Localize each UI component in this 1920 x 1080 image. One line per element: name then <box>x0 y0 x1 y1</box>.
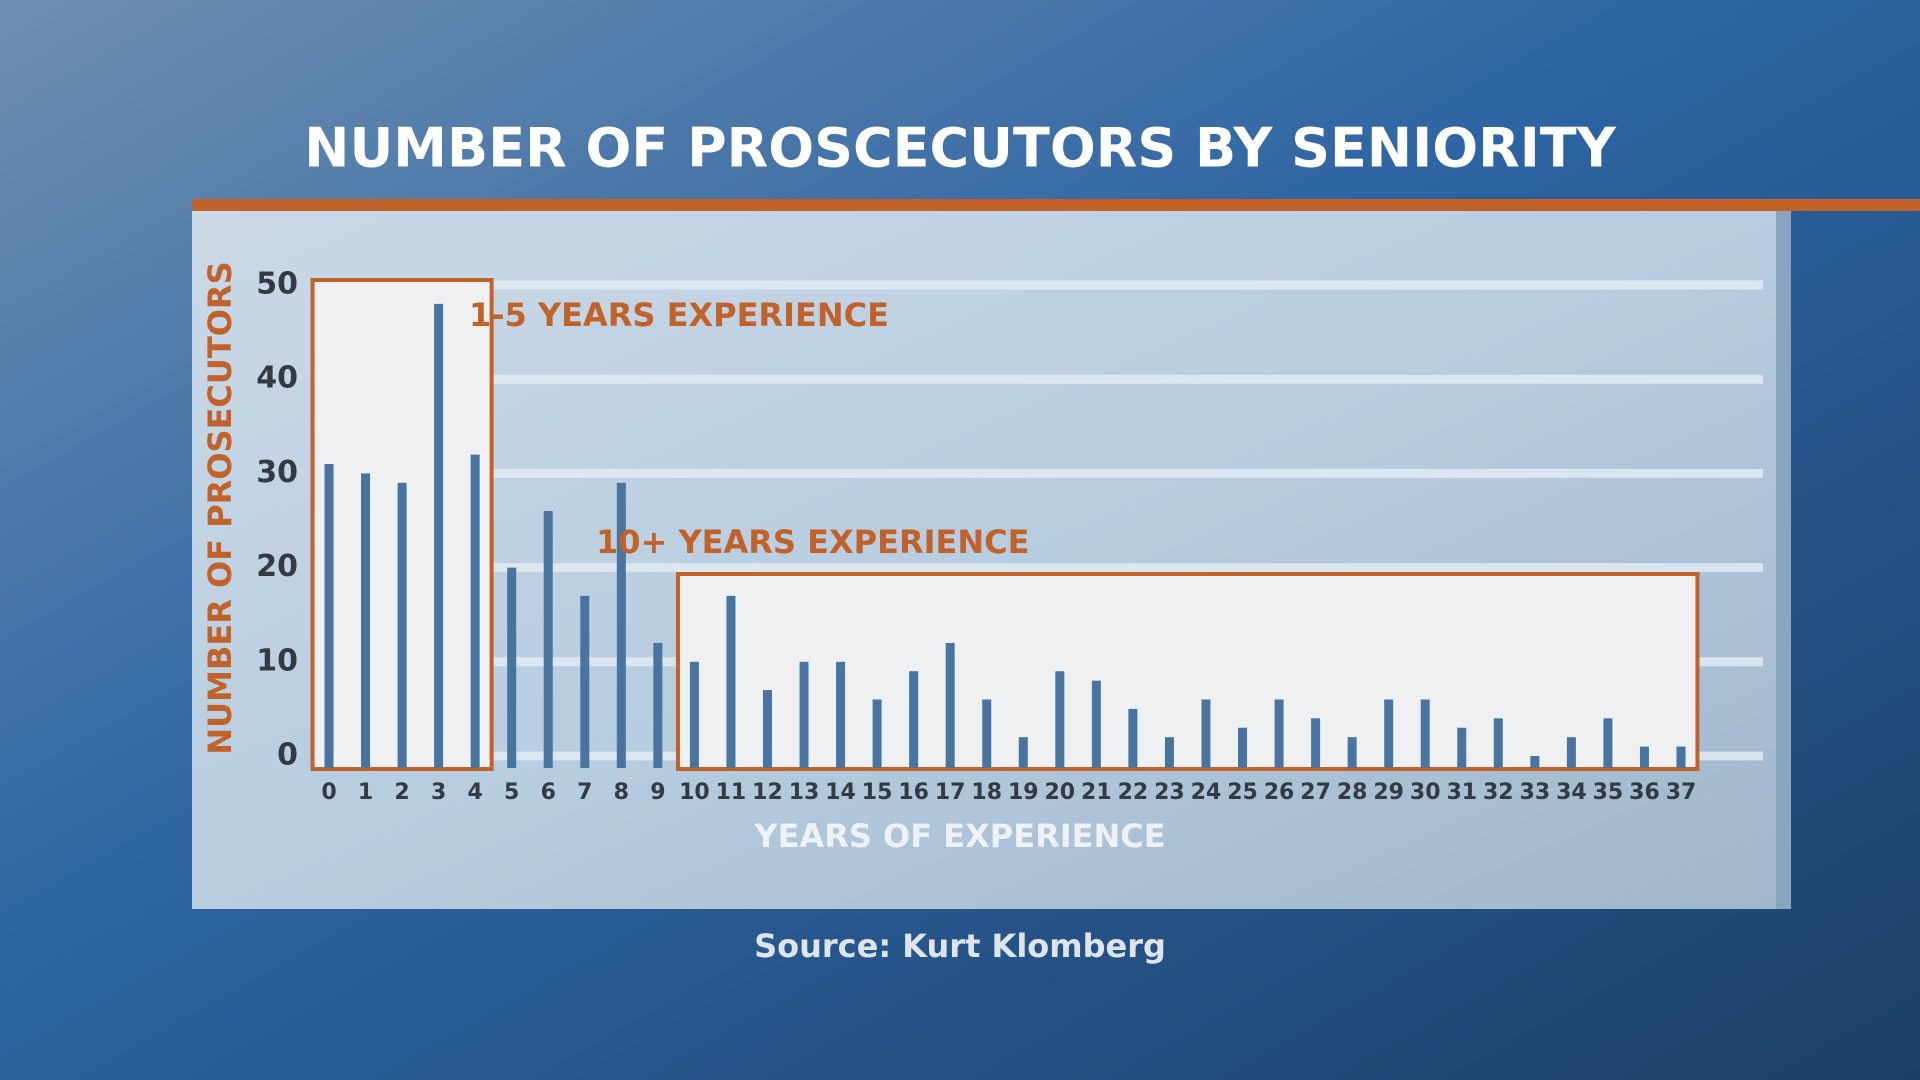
bar <box>434 303 444 768</box>
bar <box>1164 737 1174 768</box>
bar <box>909 671 919 768</box>
bar <box>836 661 846 768</box>
bar <box>1384 699 1394 768</box>
x-tick-label: 30 <box>1410 780 1441 805</box>
bar <box>1201 699 1211 768</box>
x-tick-label: 17 <box>935 780 966 805</box>
bar <box>1493 718 1503 768</box>
annotation: 1-5 YEARS EXPERIENCE <box>469 296 889 334</box>
y-axis-title: NUMBER OF PROSECUTORS <box>201 261 239 754</box>
x-axis-title: YEARS OF EXPERIENCE <box>753 817 1165 855</box>
bar <box>1639 746 1649 768</box>
bar <box>945 642 955 768</box>
bars: 0 1 2 3 4 5 6 7 8 9 10 11 12 13 14 15 16 17 18 19 20 21 22 23 24… <box>321 303 1697 805</box>
highlight-box <box>675 572 1700 771</box>
x-tick-label: 4 <box>468 780 483 805</box>
x-tick-label: 6 <box>541 780 556 805</box>
y-tick-label: 20 <box>256 549 298 584</box>
bar <box>726 595 736 768</box>
bar <box>397 482 407 768</box>
x-tick-label: 3 <box>431 780 446 805</box>
x-tick-label: 31 <box>1446 780 1477 805</box>
bar <box>324 463 334 768</box>
bar <box>1530 756 1540 768</box>
x-tick-label: 28 <box>1337 780 1368 805</box>
bar <box>470 454 480 768</box>
chart-title: NUMBER OF PROSCECUTORS BY SENIORITY <box>304 117 1616 180</box>
bar <box>1238 727 1248 768</box>
bar <box>361 473 371 768</box>
bar <box>580 595 590 768</box>
bar <box>543 511 553 768</box>
y-tick-label: 40 <box>256 361 298 396</box>
bar <box>1457 727 1467 768</box>
x-tick-label: 27 <box>1300 780 1331 805</box>
source: Source: Kurt Klomberg <box>754 927 1166 965</box>
x-tick-label: 16 <box>898 780 929 805</box>
bar <box>1347 737 1357 768</box>
bar <box>872 699 882 768</box>
bar <box>1091 680 1101 768</box>
y-tick-label: 30 <box>256 455 298 490</box>
bar <box>1676 746 1686 768</box>
bar <box>689 661 699 768</box>
annotation: 10+ YEARS EXPERIENCE <box>596 523 1029 561</box>
y-tick-label: 0 <box>277 738 298 773</box>
x-tick-label: 24 <box>1191 780 1222 805</box>
bar <box>982 699 992 768</box>
x-tick-label: 20 <box>1044 780 1075 805</box>
x-tick-label: 5 <box>504 780 519 805</box>
x-tick-label: 25 <box>1227 780 1258 805</box>
x-tick-label: 35 <box>1593 780 1624 805</box>
y-tick-label: 10 <box>256 643 298 678</box>
x-tick-label: 21 <box>1081 780 1112 805</box>
bar <box>799 661 809 768</box>
x-tick-label: 11 <box>716 780 747 805</box>
x-tick-label: 9 <box>650 780 665 805</box>
x-tick-label: 8 <box>614 780 629 805</box>
x-tick-label: 34 <box>1556 780 1587 805</box>
x-tick-label: 14 <box>825 780 856 805</box>
x-tick-label: 7 <box>577 780 592 805</box>
bar <box>1274 699 1284 768</box>
x-tick-label: 12 <box>752 780 783 805</box>
bar <box>1420 699 1430 768</box>
x-tick-label: 1 <box>358 780 373 805</box>
bar <box>1128 708 1138 768</box>
x-tick-label: 0 <box>321 780 336 805</box>
x-tick-label: 10 <box>679 780 710 805</box>
x-tick-label: 32 <box>1483 780 1514 805</box>
x-tick-label: 2 <box>394 780 409 805</box>
bar <box>653 642 663 768</box>
x-tick-label: 19 <box>1008 780 1039 805</box>
x-tick-label: 18 <box>971 780 1002 805</box>
x-tick-label: 29 <box>1373 780 1404 805</box>
bar <box>1603 718 1613 768</box>
x-tick-label: 23 <box>1154 780 1185 805</box>
x-tick-label: 13 <box>789 780 820 805</box>
x-tick-label: 22 <box>1118 780 1149 805</box>
bar <box>616 482 626 768</box>
title-rule <box>192 199 1920 211</box>
x-tick-label: 33 <box>1520 780 1551 805</box>
x-tick-label: 26 <box>1264 780 1295 805</box>
bar <box>1055 671 1065 768</box>
y-tick-label: 50 <box>256 267 298 302</box>
bar <box>1018 737 1028 768</box>
bar <box>1566 737 1576 768</box>
bar <box>1311 718 1321 768</box>
bar <box>762 690 772 768</box>
x-tick-label: 36 <box>1629 780 1660 805</box>
x-tick-label: 37 <box>1666 780 1697 805</box>
bar <box>507 567 517 768</box>
x-tick-label: 15 <box>862 780 893 805</box>
